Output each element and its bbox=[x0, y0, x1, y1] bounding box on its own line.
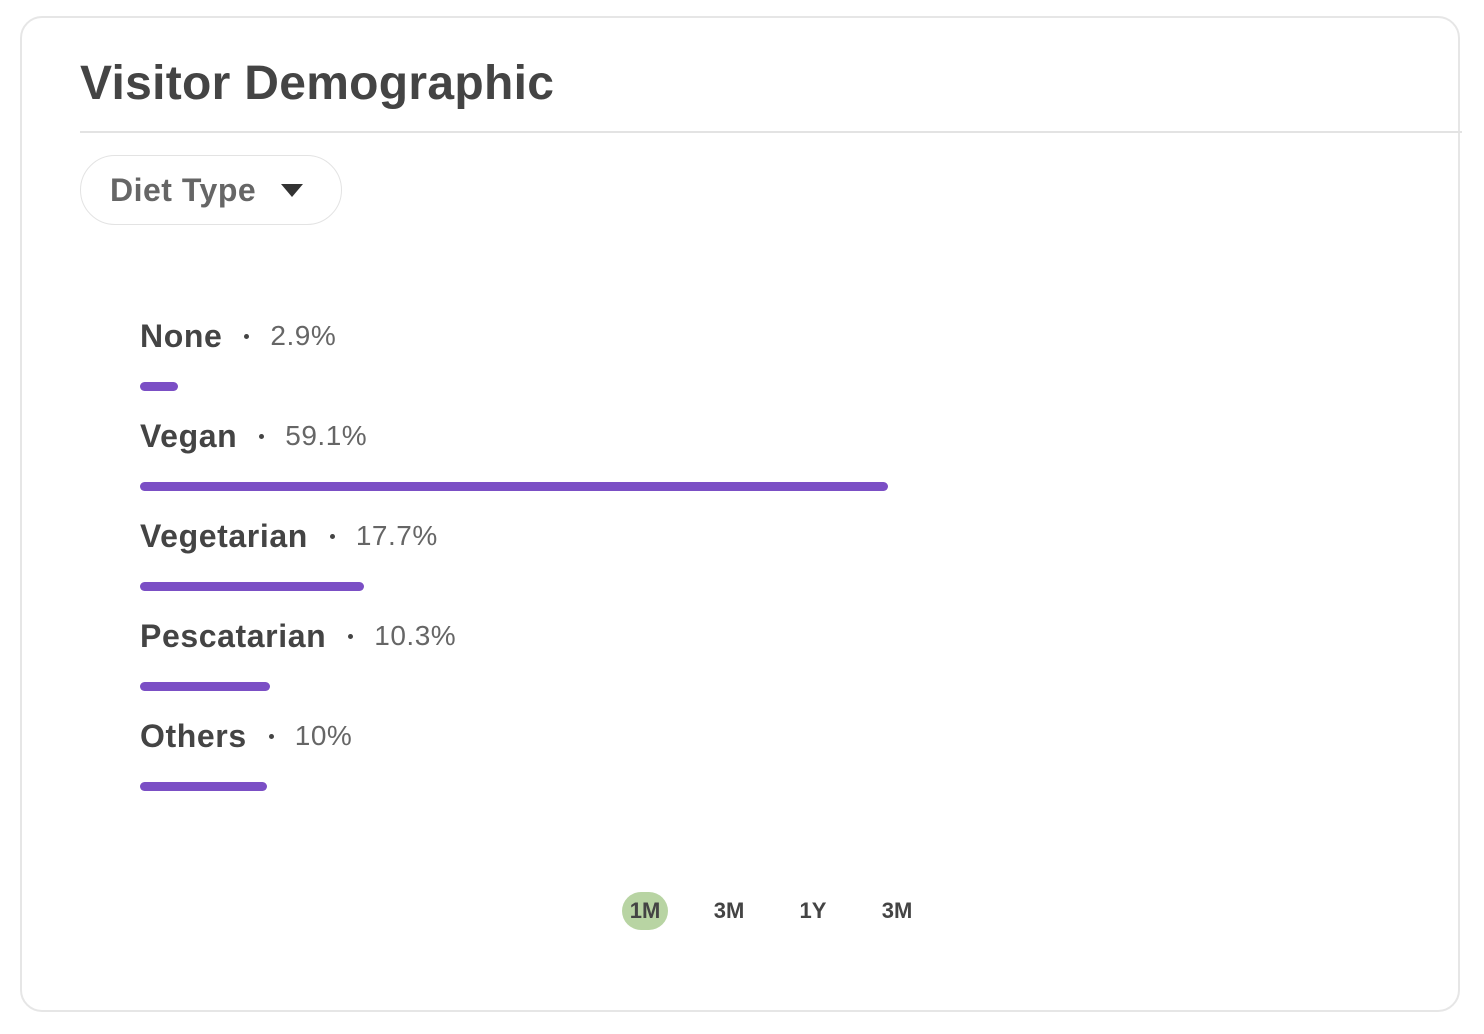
time-range-selector: 1M 3M 1Y 3M bbox=[622, 891, 958, 931]
list-item: Others 10% bbox=[140, 716, 1140, 816]
visitor-demographic-card: Visitor Demographic Diet Type None 2.9% … bbox=[20, 16, 1462, 1012]
category-label: None bbox=[140, 317, 223, 354]
list-item: Vegan 59.1% bbox=[140, 416, 1140, 516]
bar-vegetarian bbox=[140, 582, 364, 591]
range-button-1y[interactable]: 1Y bbox=[799, 898, 827, 923]
diet-breakdown-list: None 2.9% Vegan 59.1% Vegetarian 17.7% bbox=[140, 316, 1140, 816]
category-label: Vegetarian bbox=[140, 517, 308, 554]
list-item: Pescatarian 10.3% bbox=[140, 616, 1140, 716]
category-label: Pescatarian bbox=[140, 617, 327, 654]
list-item: Vegetarian 17.7% bbox=[140, 516, 1140, 616]
caret-down-icon bbox=[281, 183, 304, 197]
card-title: Visitor Demographic bbox=[80, 57, 555, 110]
category-value: 59.1% bbox=[285, 420, 368, 451]
bar-none bbox=[140, 382, 178, 391]
range-button-3m[interactable]: 3M bbox=[713, 898, 745, 923]
separator-dot bbox=[268, 733, 274, 739]
separator-dot bbox=[259, 433, 265, 439]
separator-dot bbox=[244, 333, 250, 339]
separator-dot bbox=[348, 633, 354, 639]
diet-type-dropdown[interactable]: Diet Type bbox=[80, 155, 342, 225]
title-divider bbox=[80, 131, 1462, 133]
list-item: None 2.9% bbox=[140, 316, 1140, 416]
range-button-1m[interactable]: 1M bbox=[622, 892, 668, 930]
category-label: Others bbox=[140, 717, 247, 754]
bar-others bbox=[140, 782, 267, 791]
category-value: 17.7% bbox=[355, 520, 438, 551]
range-button-3m-alt[interactable]: 3M bbox=[881, 898, 913, 923]
dropdown-label: Diet Type bbox=[110, 171, 257, 208]
bar-vegan bbox=[140, 482, 888, 491]
bar-pescatarian bbox=[140, 682, 271, 691]
category-label: Vegan bbox=[140, 417, 238, 454]
category-value: 10% bbox=[294, 720, 353, 751]
category-value: 10.3% bbox=[374, 620, 457, 651]
separator-dot bbox=[329, 533, 335, 539]
category-value: 2.9% bbox=[270, 320, 337, 351]
